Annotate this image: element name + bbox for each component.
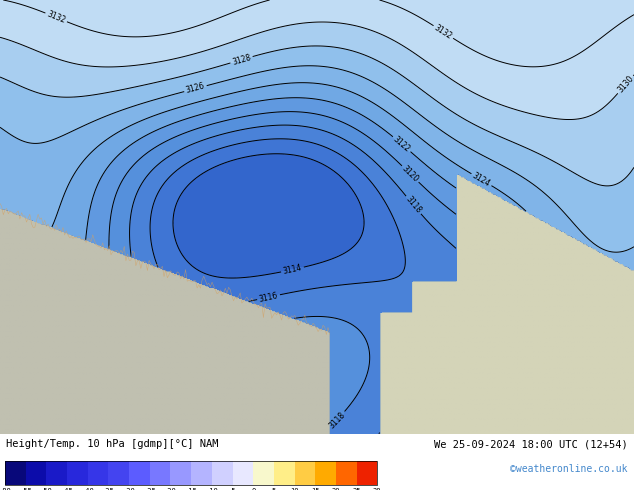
- Bar: [87, 461, 108, 486]
- Text: 3116: 3116: [258, 291, 279, 303]
- Text: ©weatheronline.co.uk: ©weatheronline.co.uk: [510, 464, 628, 474]
- Text: 3132: 3132: [433, 23, 454, 41]
- Bar: [46, 461, 67, 486]
- Text: 3124: 3124: [471, 171, 492, 189]
- Text: -10: -10: [205, 488, 218, 490]
- Bar: [67, 461, 87, 486]
- Bar: [233, 461, 253, 486]
- Text: -25: -25: [143, 488, 156, 490]
- Bar: [129, 461, 150, 486]
- Bar: [295, 461, 315, 486]
- Text: -20: -20: [164, 488, 177, 490]
- Bar: [212, 461, 233, 486]
- Bar: [5, 461, 377, 486]
- Text: 3132: 3132: [46, 10, 67, 25]
- Text: 20: 20: [332, 488, 340, 490]
- Bar: [191, 461, 212, 486]
- Text: -15: -15: [184, 488, 198, 490]
- Text: 25: 25: [353, 488, 361, 490]
- Text: 3118: 3118: [404, 195, 423, 215]
- Bar: [336, 461, 356, 486]
- Text: -40: -40: [81, 488, 94, 490]
- Text: 3120: 3120: [400, 164, 420, 184]
- Bar: [356, 461, 377, 486]
- Bar: [315, 461, 336, 486]
- Bar: [171, 461, 191, 486]
- Text: -30: -30: [123, 488, 136, 490]
- Text: -35: -35: [102, 488, 115, 490]
- Text: -80: -80: [0, 488, 11, 490]
- Bar: [5, 461, 26, 486]
- Bar: [150, 461, 171, 486]
- Text: -45: -45: [61, 488, 74, 490]
- Bar: [274, 461, 295, 486]
- Text: 5: 5: [272, 488, 276, 490]
- Text: 15: 15: [311, 488, 320, 490]
- Text: Height/Temp. 10 hPa [gdmp][°C] NAM: Height/Temp. 10 hPa [gdmp][°C] NAM: [6, 439, 219, 449]
- Text: 3128: 3128: [231, 53, 252, 67]
- Text: We 25-09-2024 18:00 UTC (12+54): We 25-09-2024 18:00 UTC (12+54): [434, 439, 628, 449]
- Text: -5: -5: [228, 488, 236, 490]
- Text: 30: 30: [373, 488, 382, 490]
- Text: 10: 10: [290, 488, 299, 490]
- Text: 3118: 3118: [327, 410, 347, 430]
- Text: 0: 0: [251, 488, 256, 490]
- Bar: [26, 461, 46, 486]
- Text: 3114: 3114: [282, 263, 303, 276]
- Bar: [108, 461, 129, 486]
- Text: -55: -55: [20, 488, 32, 490]
- Text: 3130: 3130: [616, 74, 634, 95]
- Text: 3126: 3126: [185, 82, 206, 96]
- Bar: [253, 461, 274, 486]
- Text: 3122: 3122: [392, 135, 412, 154]
- Text: -50: -50: [40, 488, 53, 490]
